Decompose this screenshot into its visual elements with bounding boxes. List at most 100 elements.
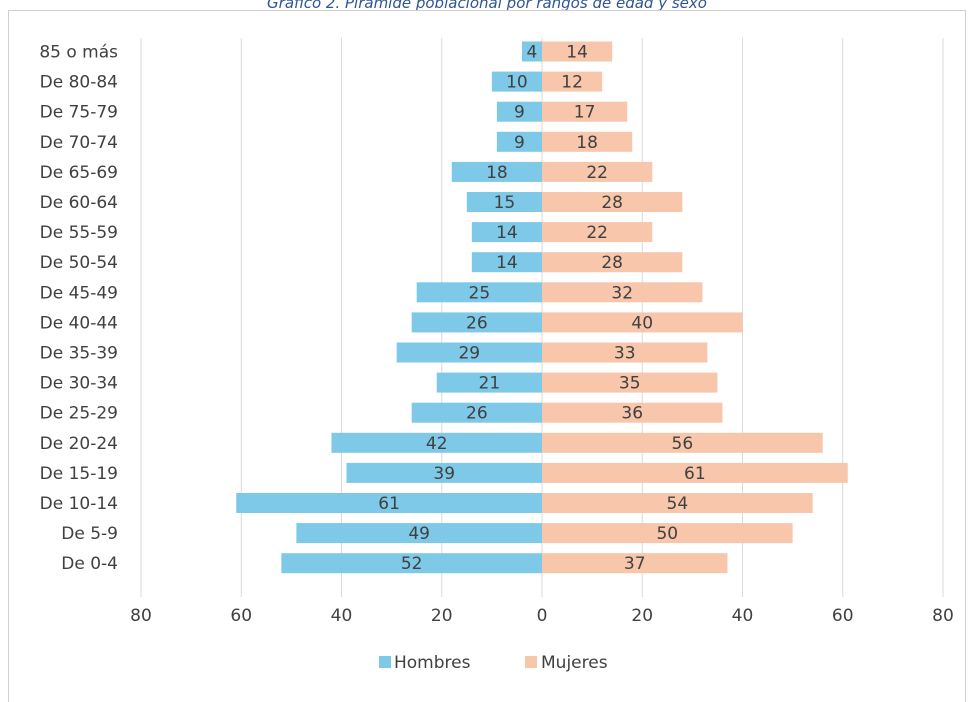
frame-right-border: [965, 10, 966, 702]
bar-mujeres: [542, 493, 813, 513]
bar-mujeres: [542, 41, 613, 62]
category-label: De 70-74: [40, 133, 118, 153]
x-tick-label: 40: [331, 606, 353, 626]
category-label: De 5-9: [61, 524, 118, 544]
bar-mujeres: [542, 222, 653, 243]
data-label-hombres: 29: [458, 344, 480, 364]
data-label-mujeres: 56: [672, 434, 694, 454]
data-label-hombres: 18: [486, 163, 508, 183]
category-labels: 85 o más De 80-84 De 75-79 De 70-74 De 65-69…: [39, 43, 118, 575]
category-label: De 30-34: [40, 374, 118, 394]
category-label: De 60-64: [40, 193, 118, 213]
data-label-mujeres: 37: [624, 554, 646, 574]
legend-swatch-hombres: [379, 656, 391, 668]
data-label-mujeres: 22: [586, 163, 608, 183]
legend-label-hombres: Hombres: [394, 653, 471, 673]
data-label-hombres: 42: [426, 434, 448, 454]
bar-mujeres: [542, 372, 718, 393]
x-tick-label: 40: [732, 606, 754, 626]
bar-mujeres: [542, 523, 793, 544]
category-label: De 55-59: [40, 223, 118, 243]
bar-hombres: [236, 493, 543, 513]
bar-mujeres: [542, 71, 603, 92]
data-label-mujeres: 17: [574, 103, 596, 123]
data-label-hombres: 21: [479, 374, 501, 394]
bar-hombres: [521, 41, 542, 62]
data-label-hombres: 49: [408, 524, 430, 544]
frame-left-border: [8, 10, 9, 702]
category-label: De 40-44: [40, 313, 118, 333]
data-label-hombres: 14: [496, 253, 518, 273]
data-label-hombres: 26: [466, 404, 488, 424]
data-label-mujeres: 22: [586, 223, 608, 243]
bar-hombres: [346, 462, 542, 483]
data-label-hombres: 39: [433, 464, 455, 484]
category-label: De 75-79: [40, 103, 118, 123]
data-label-hombres: 4: [527, 43, 538, 63]
bar-hombres: [436, 372, 542, 393]
frame-top-border: [8, 10, 966, 11]
x-tick-label: 60: [832, 606, 854, 626]
category-label: De 45-49: [40, 283, 118, 303]
category-label: De 0-4: [61, 554, 118, 574]
data-label-mujeres: 18: [576, 133, 598, 153]
bar-mujeres: [542, 101, 628, 122]
bar-mujeres: [542, 131, 633, 152]
data-label-mujeres: 40: [631, 313, 653, 333]
bar-mujeres: [542, 432, 823, 453]
x-tick-label: 60: [230, 606, 252, 626]
category-label: De 80-84: [40, 73, 118, 93]
data-label-hombres: 10: [506, 73, 528, 93]
bar-mujeres: [542, 402, 723, 423]
bar-mujeres: [542, 312, 743, 333]
chart-title: Gráfico 2. Pirámide poblacional por rang…: [267, 0, 707, 12]
bar-mujeres: [542, 462, 848, 483]
category-label: 85 o más: [39, 43, 118, 63]
data-label-mujeres: 28: [601, 193, 623, 213]
bar-hombres: [296, 523, 542, 544]
bar-hombres: [411, 312, 542, 333]
category-label: De 10-14: [40, 494, 118, 514]
bar-mujeres: [542, 161, 653, 182]
data-label-hombres: 25: [469, 283, 491, 303]
x-tick-label: 20: [631, 606, 653, 626]
data-labels: 4 14 10 12 9 17 9 18 18 22 15 28 14 22 14 28 25 32 26 40 29 3…: [378, 43, 705, 575]
legend-swatch-mujeres: [525, 656, 537, 668]
category-label: De 25-29: [40, 404, 118, 424]
bar-hombres: [471, 252, 542, 273]
bar-hombres: [411, 402, 542, 423]
bar-hombres: [451, 161, 542, 182]
bar-hombres: [471, 222, 542, 243]
data-label-mujeres: 14: [566, 43, 588, 63]
category-label: De 50-54: [40, 253, 118, 273]
bars: [236, 41, 848, 574]
data-label-mujeres: 33: [614, 344, 636, 364]
bar-hombres: [396, 342, 542, 363]
bar-mujeres: [542, 342, 708, 363]
data-label-hombres: 15: [494, 193, 516, 213]
data-label-mujeres: 61: [684, 464, 706, 484]
bar-mujeres: [542, 282, 703, 303]
bar-mujeres: [542, 252, 683, 273]
bar-hombres: [331, 432, 542, 453]
category-label: De 65-69: [40, 163, 118, 183]
x-tick-label: 0: [537, 606, 548, 626]
data-label-mujeres: 50: [656, 524, 678, 544]
data-label-mujeres: 54: [667, 494, 689, 514]
data-label-mujeres: 36: [621, 404, 643, 424]
data-label-hombres: 14: [496, 223, 518, 243]
x-tick-label: 20: [431, 606, 453, 626]
x-tick-labels: 80 60 40 20 0 20 40 60 80: [130, 606, 954, 626]
bar-mujeres: [542, 553, 728, 574]
data-label-mujeres: 35: [619, 374, 641, 394]
bar-hombres: [491, 71, 542, 92]
data-label-mujeres: 28: [601, 253, 623, 273]
bar-hombres: [496, 131, 542, 152]
data-label-hombres: 9: [514, 133, 525, 153]
data-label-mujeres: 12: [561, 73, 583, 93]
bar-hombres: [466, 192, 542, 212]
category-label: De 15-19: [40, 464, 118, 484]
category-label: De 35-39: [40, 344, 118, 364]
data-label-hombres: 61: [378, 494, 400, 514]
